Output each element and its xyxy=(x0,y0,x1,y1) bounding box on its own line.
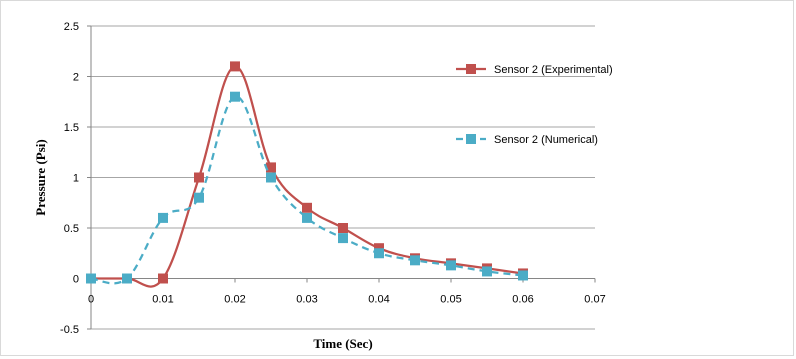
x-tick-label: 0.04 xyxy=(368,294,389,306)
data-point-marker xyxy=(302,202,312,213)
data-point-marker xyxy=(266,162,276,173)
data-point-marker xyxy=(446,260,456,271)
y-axis-title: Pressure (Psi) xyxy=(33,139,48,215)
y-tick-label: 1 xyxy=(73,173,79,185)
series-sensor-2-numerical xyxy=(86,91,528,285)
legend-label: Sensor 2 (Numerical) xyxy=(494,134,598,146)
x-tick-label: 0.03 xyxy=(296,294,317,306)
y-tick-label: -0.5 xyxy=(60,324,79,336)
x-tick-label: 0.01 xyxy=(152,294,173,306)
x-tick-label: 0 xyxy=(88,294,94,306)
y-tick-label: 0.5 xyxy=(64,223,79,235)
data-point-marker xyxy=(410,255,420,266)
series-layer xyxy=(86,61,528,288)
series-line xyxy=(91,65,524,288)
data-point-marker xyxy=(302,212,312,223)
data-point-marker xyxy=(158,273,168,284)
legend-entry-sensor-2-numerical: Sensor 2 (Numerical) xyxy=(456,134,598,146)
x-tick-label: 0.07 xyxy=(584,294,605,306)
tick-labels: -0.5 0 0.5 1 1.5 2 2.5 0 0.01 0.02 0.03 0.04 0.05 0.0… xyxy=(60,21,606,336)
data-point-marker xyxy=(338,223,348,233)
y-tick-label: 0 xyxy=(73,274,79,286)
data-point-marker xyxy=(230,61,240,72)
legend-label: Sensor 2 (Experimental) xyxy=(494,64,613,76)
series-line xyxy=(90,95,524,285)
data-point-marker xyxy=(86,273,96,284)
data-point-marker xyxy=(266,172,276,183)
data-point-marker xyxy=(158,212,168,223)
x-tick-label: 0.06 xyxy=(512,294,533,306)
legend-marker xyxy=(466,134,476,144)
x-axis-title: Time (Sec) xyxy=(313,336,372,351)
data-point-marker xyxy=(374,248,384,259)
series-sensor-2-experimental xyxy=(86,61,528,288)
y-tick-label: 2.5 xyxy=(64,21,79,33)
data-point-marker xyxy=(122,273,132,284)
legend-marker xyxy=(466,64,476,74)
x-tick-label: 0.02 xyxy=(224,294,245,306)
legend-entry-sensor-2-experimental: Sensor 2 (Experimental) xyxy=(456,64,613,76)
y-tick-label: 1.5 xyxy=(64,122,79,134)
y-tick-label: 2 xyxy=(73,72,79,84)
data-point-marker xyxy=(482,266,492,277)
gridlines xyxy=(91,25,595,330)
data-point-marker xyxy=(194,192,204,203)
legend: Sensor 2 (Experimental) Sensor 2 (Numeric… xyxy=(456,64,613,146)
data-point-marker xyxy=(374,243,384,254)
x-tick-label: 0.05 xyxy=(440,294,461,306)
data-point-marker xyxy=(338,233,348,244)
data-point-marker xyxy=(230,91,240,102)
data-point-marker xyxy=(518,270,528,281)
data-point-marker xyxy=(194,172,204,183)
